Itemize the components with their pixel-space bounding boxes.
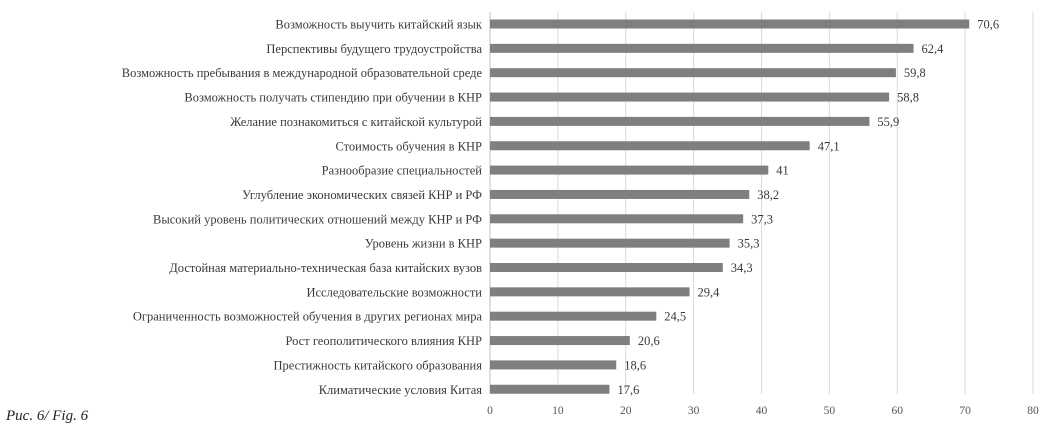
value-label: 17,6 [617, 383, 639, 397]
x-tick-label: 10 [552, 405, 564, 417]
category-label: Желание познакомиться с китайской культу… [230, 115, 482, 129]
x-axis-ticks: 0 10 20 30 40 50 60 70 80 [487, 405, 1039, 417]
x-tick-label: 40 [756, 405, 768, 417]
bar [490, 263, 723, 272]
category-label: Разнообразие специальностей [322, 164, 483, 178]
category-label: Возможность пребывания в международной о… [122, 66, 483, 80]
category-label: Уровень жизни в КНР [365, 237, 482, 251]
bar [490, 189, 750, 199]
value-label: 35,3 [738, 237, 760, 251]
value-label: 47,1 [818, 139, 840, 153]
value-label: 55,9 [877, 115, 899, 129]
category-label: Рост геополитического влияния КНР [285, 334, 482, 348]
x-tick-label: 0 [487, 405, 493, 417]
value-label: 37,3 [751, 212, 773, 226]
bar [490, 92, 890, 102]
figure-caption: Рис. 6/ Fig. 6 [6, 408, 89, 424]
bars [490, 19, 970, 394]
category-label: Достойная материально-техническая база к… [169, 261, 482, 275]
category-label: Перспективы будущего трудоустройства [266, 42, 482, 56]
x-tick-label: 20 [620, 405, 632, 417]
category-label: Стоимость обучения в КНР [335, 139, 482, 153]
value-label: 34,3 [731, 261, 753, 275]
bar [490, 19, 970, 29]
bar [490, 384, 610, 394]
category-label: Престижность китайского образования [273, 358, 482, 372]
category-label: Климатические условия Китая [319, 383, 483, 397]
value-label: 18,6 [624, 358, 646, 372]
category-label: Возможность получать стипендию при обуче… [184, 91, 482, 105]
bar [490, 116, 870, 126]
value-label: 70,6 [977, 18, 999, 32]
value-label: 20,6 [638, 334, 660, 348]
value-label: 58,8 [897, 91, 919, 105]
bar [490, 43, 914, 53]
bar [490, 68, 896, 78]
x-tick-label: 80 [1027, 405, 1039, 417]
value-label: 59,8 [904, 66, 926, 80]
bar [490, 165, 769, 175]
bar [490, 311, 657, 321]
value-label: 38,2 [757, 188, 779, 202]
value-label: 62,4 [922, 42, 945, 56]
x-tick-label: 70 [959, 405, 971, 417]
bar [490, 287, 690, 297]
value-labels: 70,6 62,4 59,8 58,8 55,9 47,1 41 38,2 37,3 35,3 34… [617, 18, 999, 397]
value-label: 24,5 [664, 310, 686, 324]
x-tick-label: 50 [824, 405, 836, 417]
category-label: Высокий уровень политических отношений м… [153, 212, 482, 226]
category-labels: Возможность выучить китайский язык Перспе… [122, 18, 483, 397]
category-label: Исследовательские возможности [306, 285, 482, 299]
x-tick-label: 60 [892, 405, 904, 417]
bar [490, 141, 810, 151]
value-label: 29,4 [698, 285, 721, 299]
value-label: 41 [776, 164, 789, 178]
category-label: Возможность выучить китайский язык [275, 18, 483, 32]
bar [490, 214, 744, 224]
category-label: Ограниченность возможностей обучения в д… [133, 310, 483, 324]
category-label: Углубление экономических связей КНР и РФ [242, 188, 482, 202]
bar [490, 360, 617, 370]
bar [490, 336, 630, 346]
bar [490, 238, 730, 248]
x-tick-label: 30 [688, 405, 700, 417]
